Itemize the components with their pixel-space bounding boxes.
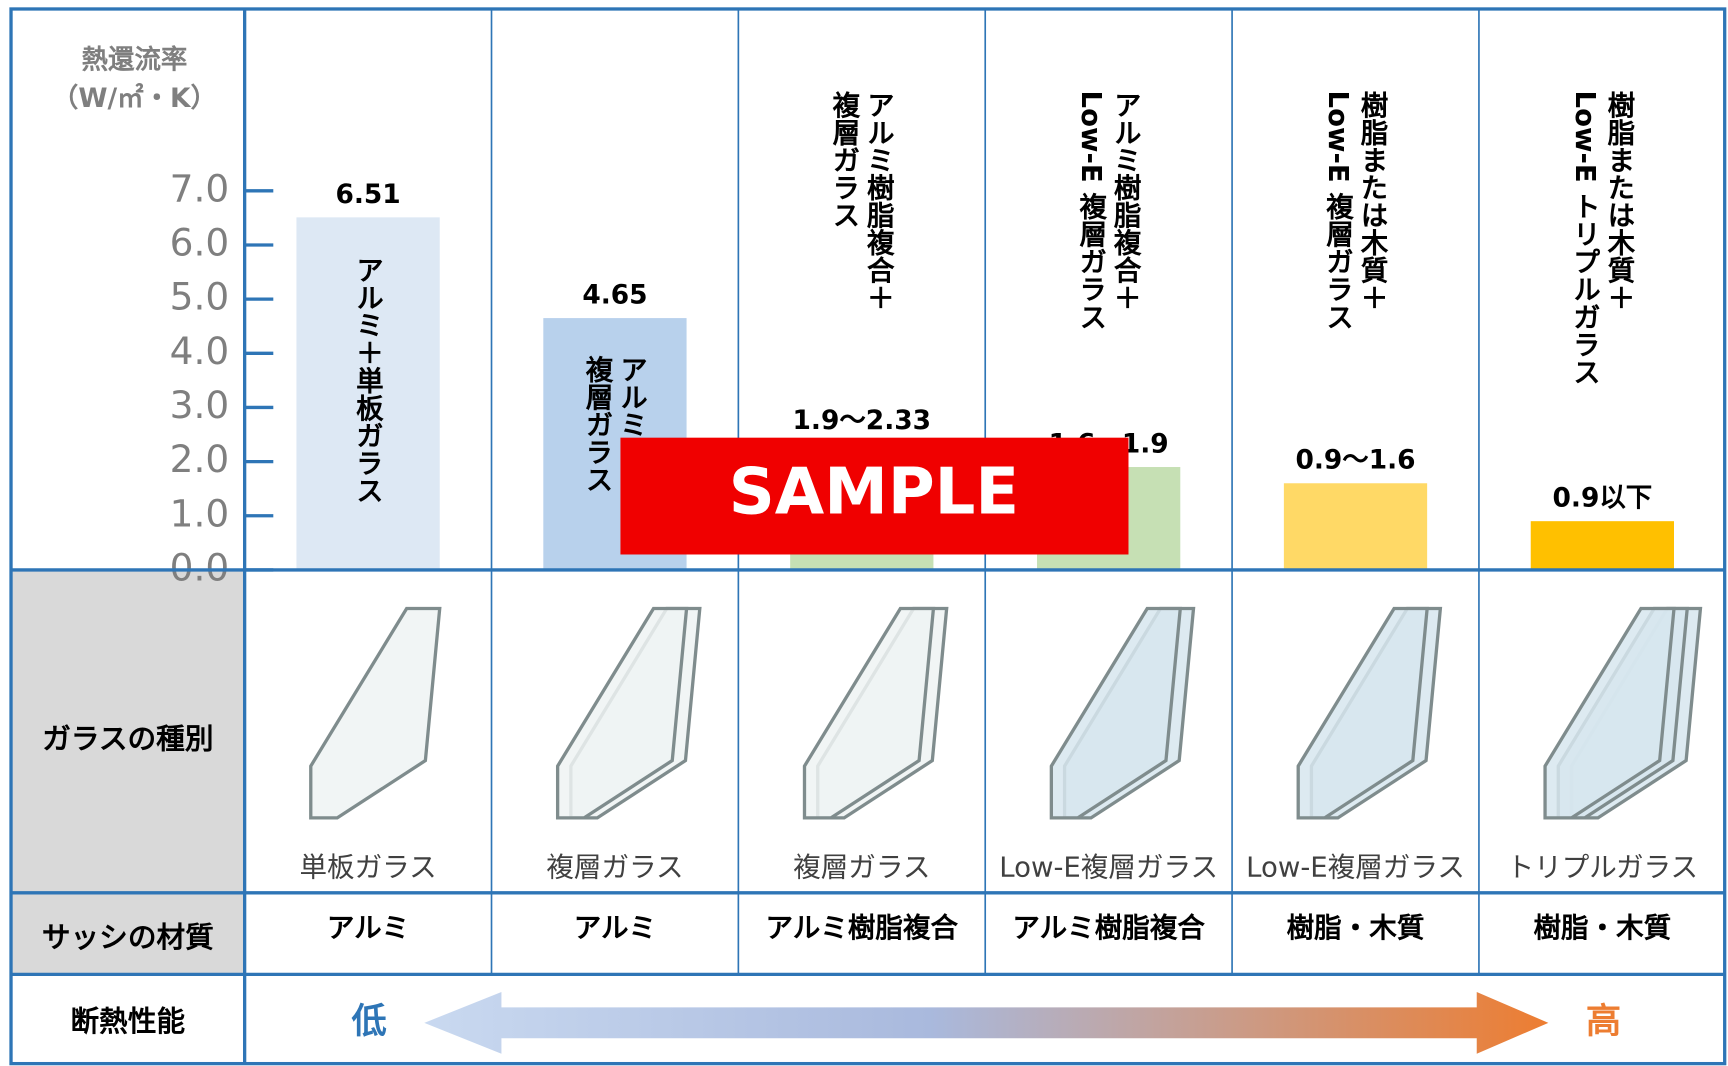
glass-icon: [1049, 606, 1196, 820]
value-label: 0.9以下: [1553, 483, 1653, 514]
watermark-box: [620, 437, 1129, 555]
y-axis-unit: （W/㎡・K）: [52, 83, 217, 114]
glass-icon: [1543, 606, 1703, 820]
category-label-box: 樹脂または木質＋ Low-E 複層ガラス: [1322, 90, 1389, 331]
watermark: SAMPLE: [729, 456, 1019, 530]
glass-icon: [555, 606, 702, 820]
y-tick-label: 1.0: [170, 491, 230, 535]
glass-pane: [1296, 606, 1429, 820]
y-tick-label: 6.0: [170, 220, 230, 264]
glass-type: 複層ガラス: [546, 852, 683, 884]
glass-type: 単板ガラス: [299, 852, 436, 884]
y-tick-label: 0.0: [170, 545, 230, 589]
glass-type: Low-E複層ガラス: [1246, 852, 1465, 884]
y-tick-label: 5.0: [170, 275, 230, 319]
glass-type: Low-E複層ガラス: [999, 852, 1218, 884]
bar: [296, 217, 440, 570]
category-label: アルミ＋単板ガラス: [352, 255, 385, 504]
value-label: 1.9〜2.33: [793, 405, 932, 436]
category-label-box: アルミ＋単板ガラス: [352, 255, 385, 504]
row-label: ガラスの種別: [42, 722, 213, 756]
bar: [1283, 483, 1428, 570]
bar: [1530, 521, 1674, 570]
label-cell-bg: [11, 569, 245, 975]
y-tick-label: 4.0: [170, 329, 230, 373]
category-label-box: 樹脂または木質＋ Low-E トリプルガラス: [1569, 90, 1636, 386]
table-grid: [9, 7, 1727, 1066]
y-tick-label: 3.0: [170, 383, 230, 427]
category-label-box: アルミ樹脂複合＋ Low-E 複層ガラス: [1075, 90, 1142, 331]
value-label: 0.9〜1.6: [1295, 445, 1415, 476]
glass-icon: [1296, 606, 1443, 820]
row-label: 断熱性能: [71, 1004, 186, 1038]
glass-icon: [802, 606, 949, 820]
sash-material: アルミ樹脂複合: [1012, 912, 1205, 944]
performance-low: 低: [352, 1001, 387, 1042]
value-label: 4.65: [582, 280, 647, 311]
category-label: アルミ樹脂複合＋ Low-E 複層ガラス: [1075, 90, 1142, 331]
category-label: アルミ樹脂複合＋ 複層ガラス: [828, 90, 896, 311]
glass-icon: [309, 606, 442, 820]
sash-material: 樹脂・木質: [1533, 912, 1671, 944]
category-label: 樹脂または木質＋ Low-E 複層ガラス: [1322, 90, 1389, 331]
value-label: 6.51: [335, 179, 400, 210]
glass-pane: [1049, 606, 1183, 820]
glass-pane: [802, 606, 936, 820]
category-label: 樹脂または木質＋ Low-E トリプルガラス: [1569, 90, 1636, 386]
y-tick-label: 7.0: [170, 166, 230, 210]
y-axis-title: 熱還流率: [82, 44, 188, 75]
sash-material: アルミ: [327, 912, 409, 944]
glass-type: 複層ガラス: [793, 852, 930, 884]
sash-material: アルミ樹脂複合: [766, 912, 959, 944]
y-tick-label: 2.0: [170, 437, 230, 481]
glass-pane: [555, 606, 689, 820]
row-label: サッシの材質: [42, 920, 214, 954]
sash-material: 樹脂・木質: [1287, 912, 1425, 944]
performance-arrow: [424, 992, 1549, 1054]
sash-material: アルミ: [574, 912, 656, 944]
glass-type: トリプルガラス: [1507, 852, 1698, 884]
category-label-box: アルミ樹脂複合＋ 複層ガラス: [828, 90, 896, 311]
glass-pane: [1543, 606, 1676, 820]
performance-high: 高: [1586, 1001, 1621, 1042]
glass-pane: [309, 606, 442, 820]
